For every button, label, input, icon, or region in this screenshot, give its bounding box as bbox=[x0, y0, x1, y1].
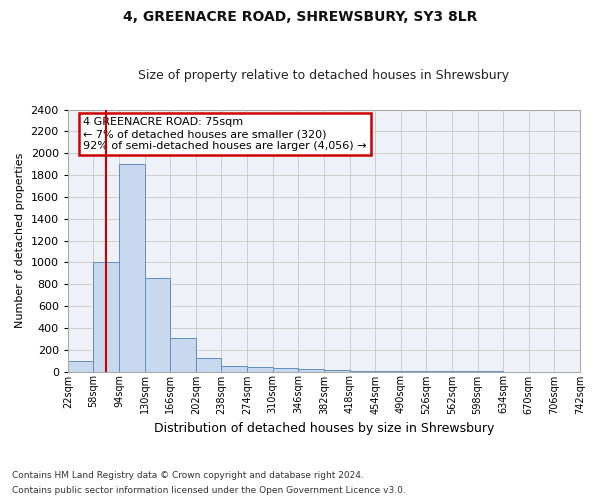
Bar bbox=[119, 164, 145, 372]
Bar bbox=[350, 371, 375, 372]
Bar bbox=[298, 370, 324, 372]
Bar bbox=[247, 367, 272, 372]
Bar bbox=[94, 262, 119, 372]
Bar bbox=[272, 368, 298, 372]
Bar bbox=[68, 360, 94, 372]
Bar bbox=[145, 278, 170, 372]
Text: Contains public sector information licensed under the Open Government Licence v3: Contains public sector information licen… bbox=[12, 486, 406, 495]
Text: 4 GREENACRE ROAD: 75sqm
← 7% of detached houses are smaller (320)
92% of semi-de: 4 GREENACRE ROAD: 75sqm ← 7% of detached… bbox=[83, 118, 367, 150]
Text: 4, GREENACRE ROAD, SHREWSBURY, SY3 8LR: 4, GREENACRE ROAD, SHREWSBURY, SY3 8LR bbox=[123, 10, 477, 24]
Y-axis label: Number of detached properties: Number of detached properties bbox=[15, 153, 25, 328]
Text: Contains HM Land Registry data © Crown copyright and database right 2024.: Contains HM Land Registry data © Crown c… bbox=[12, 471, 364, 480]
X-axis label: Distribution of detached houses by size in Shrewsbury: Distribution of detached houses by size … bbox=[154, 422, 494, 435]
Bar bbox=[170, 338, 196, 372]
Bar bbox=[196, 358, 221, 372]
Title: Size of property relative to detached houses in Shrewsbury: Size of property relative to detached ho… bbox=[139, 69, 509, 82]
Bar bbox=[324, 370, 350, 372]
Bar bbox=[221, 366, 247, 372]
Bar bbox=[375, 371, 401, 372]
